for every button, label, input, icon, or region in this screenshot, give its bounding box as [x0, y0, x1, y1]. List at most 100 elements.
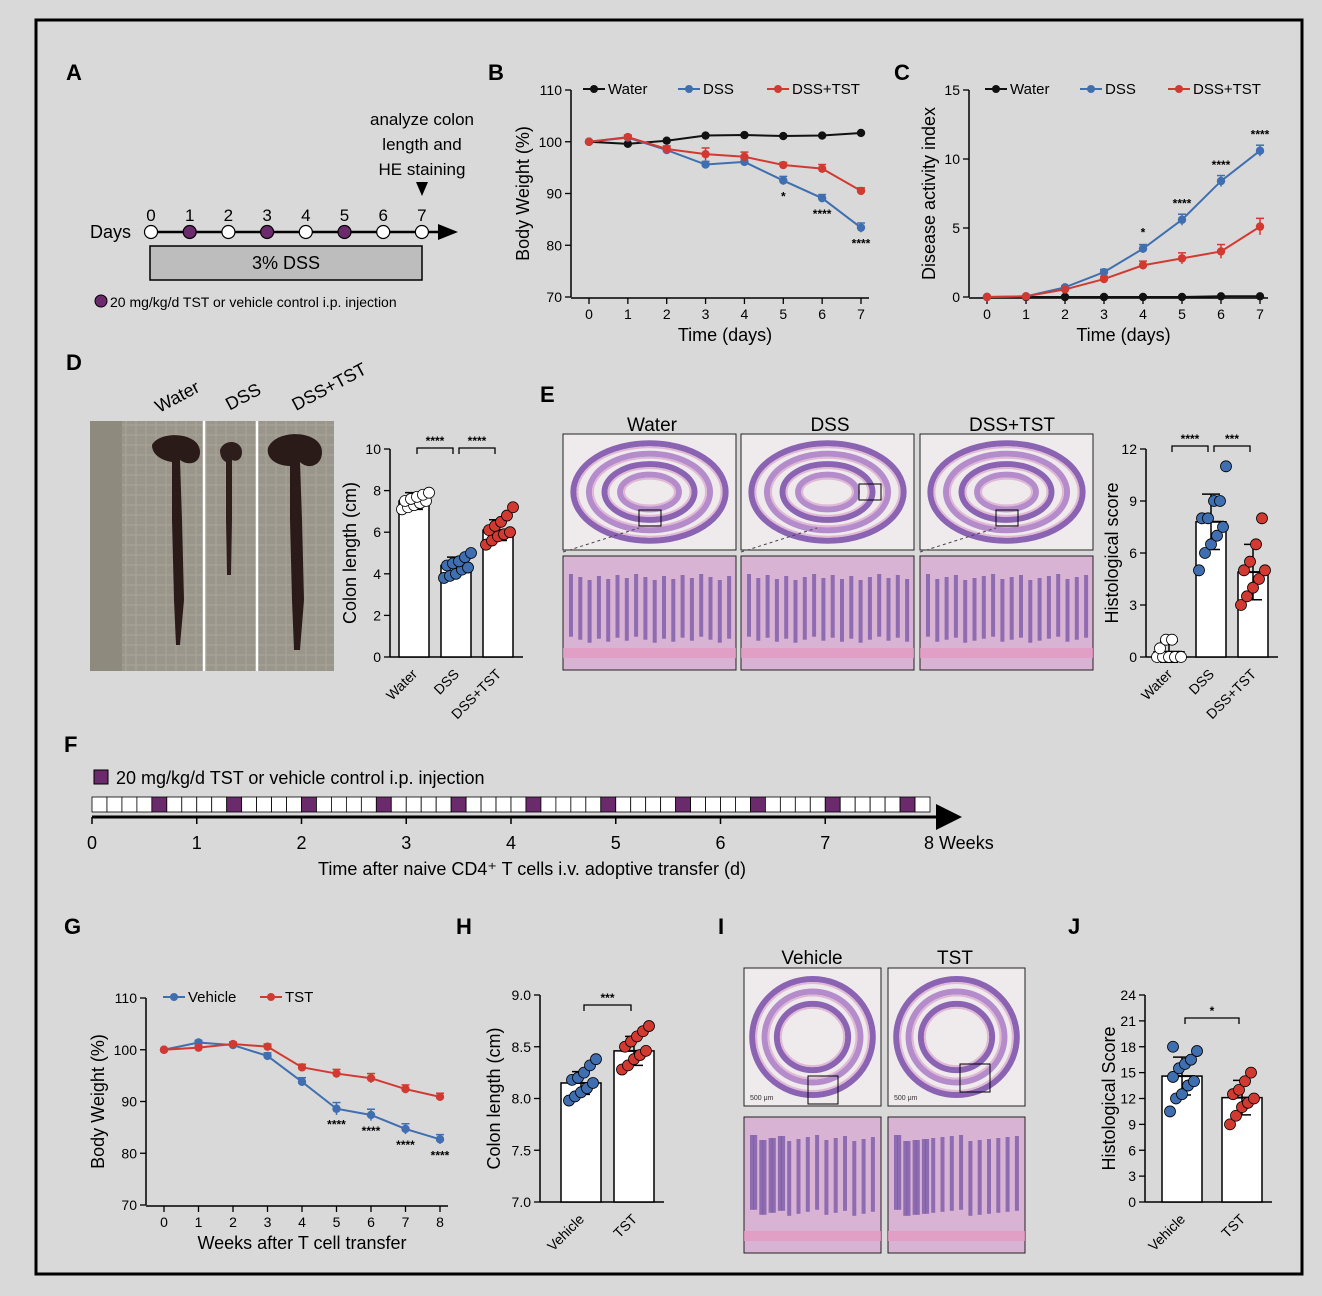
crypt	[833, 1138, 838, 1213]
legend-label: Vehicle	[188, 989, 236, 1006]
data-point	[263, 1042, 272, 1051]
y-tick-label: 4	[373, 566, 381, 582]
timeline-cell	[914, 796, 931, 813]
f-axis-ticks: 0 1 2 3 4 5 6 7	[87, 817, 830, 853]
crypt	[587, 580, 592, 643]
bar	[482, 529, 514, 658]
tissue-ring	[795, 471, 860, 513]
legend-label: TST	[285, 989, 313, 1006]
day-tick-label: 1	[185, 206, 194, 225]
f-tick-label: 3	[401, 833, 411, 853]
data-point	[401, 1084, 410, 1094]
y-tick-label: 8.0	[512, 1091, 532, 1107]
histo-zoom-frame	[743, 1116, 882, 1254]
panel-label-b: B	[488, 60, 504, 85]
f-xlabel: Time after naive CD4⁺ T cells i.v. adopt…	[318, 859, 746, 879]
injection-cell	[375, 796, 392, 813]
dot	[1259, 564, 1271, 577]
dot	[1188, 1075, 1200, 1088]
data-point	[1177, 292, 1187, 302]
data-point	[779, 131, 788, 141]
dot	[1166, 633, 1178, 646]
dot	[1211, 529, 1223, 542]
timeline-cell	[854, 796, 871, 813]
crypt	[615, 575, 620, 638]
data-point	[332, 1069, 341, 1078]
data-point	[297, 1063, 307, 1072]
tissue-ring	[576, 446, 723, 538]
crypt	[815, 1135, 820, 1210]
tissue-ring	[570, 440, 729, 544]
x-tick-label: 4	[298, 1214, 306, 1230]
dot	[507, 501, 519, 514]
y-tick-label: 0	[373, 649, 381, 665]
timeline-cell	[91, 796, 108, 813]
tissue-ring	[773, 1000, 852, 1074]
dot	[1224, 1118, 1236, 1131]
crypt	[793, 580, 798, 643]
dot	[1175, 651, 1187, 663]
timeline-cell	[181, 796, 198, 813]
crypt	[877, 574, 882, 637]
significance-bracket	[583, 1004, 632, 1011]
he-staining-panel: Water DSS DSS+TST	[562, 415, 1094, 671]
y-tick-label: 18	[1120, 1039, 1136, 1055]
tissue-ring	[899, 982, 1014, 1092]
significance-mark: ****	[1181, 432, 1200, 446]
crypt	[727, 576, 732, 639]
injection-legend-icon	[94, 294, 108, 308]
tissue-ring	[748, 440, 907, 544]
injection-cell	[525, 796, 542, 813]
tissue-ring	[958, 461, 1055, 523]
crypt	[821, 578, 826, 641]
histo-label-tst: TST	[937, 948, 973, 969]
data-point	[1138, 292, 1148, 302]
x-tick-label: 6	[1217, 306, 1225, 322]
data-point	[1255, 222, 1265, 231]
muscle-layer	[888, 1231, 1025, 1241]
tissue-ring	[767, 994, 858, 1080]
injection-cell	[675, 796, 691, 813]
tissue-ring	[905, 988, 1008, 1086]
colon-water	[152, 435, 200, 645]
significance-mark: ****	[327, 1118, 346, 1132]
crypt	[771, 1138, 776, 1213]
day-marker	[376, 224, 391, 240]
crypt	[652, 580, 657, 643]
data-point	[1255, 292, 1265, 301]
crypt	[959, 1135, 964, 1210]
tissue-ring	[933, 446, 1080, 538]
dot	[1214, 495, 1226, 507]
crypt	[812, 574, 817, 637]
day-tick-label: 5	[340, 206, 349, 225]
y-tick-label: 15	[944, 82, 960, 98]
significance-mark: *	[781, 190, 786, 204]
f-legend-icon	[93, 769, 109, 785]
significance-bracket	[1213, 445, 1251, 452]
injection-day-marker	[260, 224, 275, 240]
y-tick-label: 100	[114, 1042, 138, 1058]
day-markers: 0 1 2 3 4 5 6 7	[143, 206, 429, 240]
crypt	[569, 574, 573, 637]
histology-images	[562, 433, 1094, 671]
data-point	[740, 130, 749, 140]
y-tick-label: 80	[546, 237, 562, 253]
crypt	[596, 576, 601, 639]
data-point	[584, 137, 594, 146]
significance-bracket	[1184, 1017, 1240, 1024]
tissue-ring	[927, 440, 1086, 544]
crypt	[867, 577, 872, 640]
legend-marker	[590, 85, 598, 93]
crypt	[849, 576, 854, 639]
y-tick-label: 12	[1120, 1091, 1136, 1107]
zoom-guide	[919, 527, 997, 553]
y-tick-label: 9	[1128, 1116, 1136, 1132]
dot	[1233, 1083, 1245, 1096]
crypt	[991, 574, 996, 637]
panel-label-f: F	[64, 732, 77, 757]
muscle-layer	[563, 648, 736, 658]
dot	[1248, 1092, 1260, 1105]
timeline-cell	[884, 796, 901, 813]
zoom-guide	[740, 527, 818, 553]
timeline-cell	[645, 796, 662, 813]
